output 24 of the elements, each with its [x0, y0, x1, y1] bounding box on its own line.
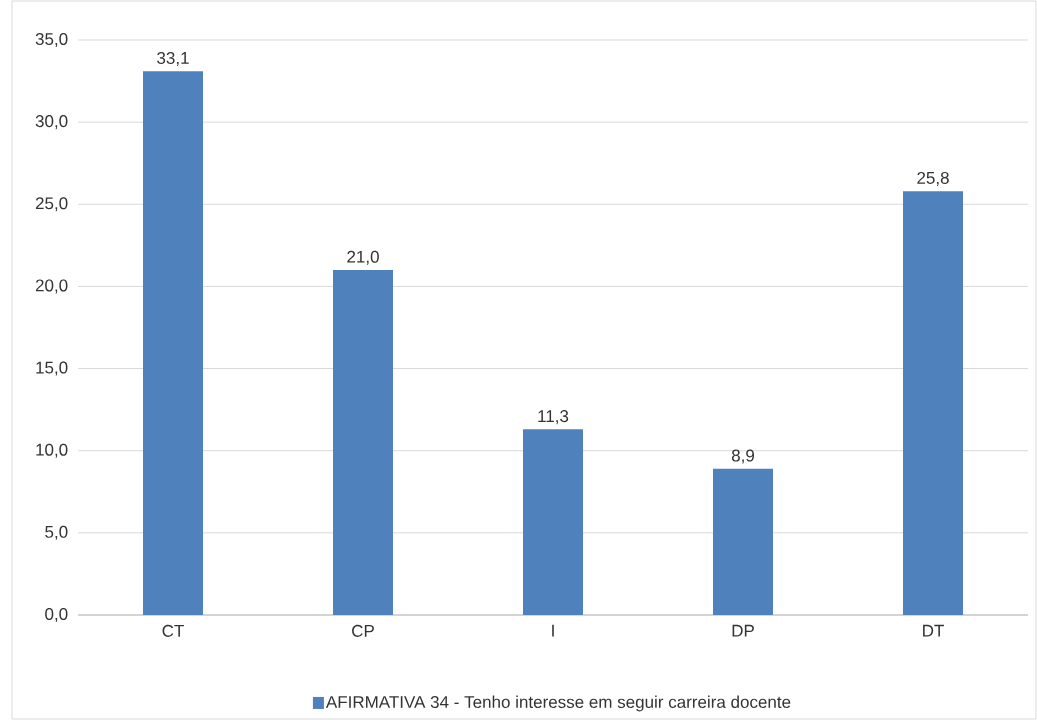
bar [143, 71, 204, 615]
y-tick-label: 0,0 [45, 607, 68, 623]
y-tick-label: 35,0 [35, 32, 68, 47]
data-label: 8,9 [731, 449, 755, 464]
x-tick-label: CT [162, 624, 184, 637]
x-tick-label: DP [732, 624, 754, 637]
bar [333, 269, 394, 615]
data-label: 33,1 [157, 51, 189, 66]
y-tick-label: 5,0 [45, 525, 68, 540]
x-tick-label: DT [923, 624, 944, 637]
bar [713, 468, 774, 615]
y-tick-label: 20,0 [35, 279, 68, 294]
data-label: 21,0 [347, 250, 379, 265]
data-label: 25,8 [917, 171, 949, 186]
data-label: 11,3 [538, 410, 569, 425]
bar [903, 191, 964, 615]
legend-label: AFIRMATIVA 34 - Tenho interesse em seguir carreira docente [325, 695, 791, 712]
y-tick-label: 30,0 [35, 115, 68, 130]
y-tick-label: 25,0 [35, 197, 68, 212]
x-tick-label: I [552, 624, 554, 637]
x-tick-label: CP [352, 624, 374, 637]
bar [523, 429, 584, 615]
y-tick-label: 10,0 [36, 443, 68, 458]
y-tick-label: 15,0 [36, 361, 68, 376]
